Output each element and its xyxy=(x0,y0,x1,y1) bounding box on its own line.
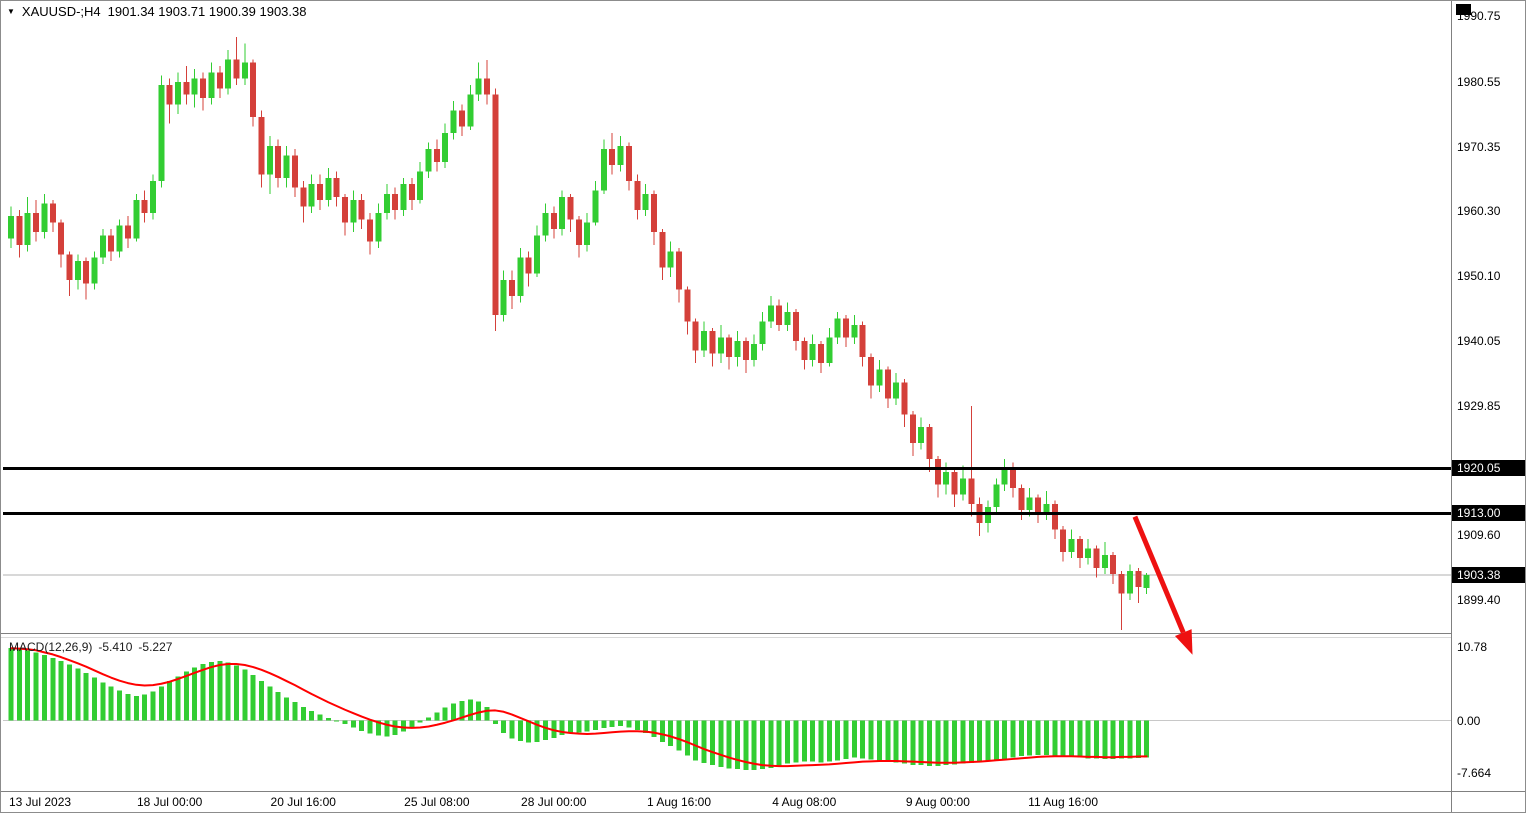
price-axis-label: 1909.60 xyxy=(1457,528,1501,543)
indicator-label: MACD(12,26,9) -5.410 -5.227 xyxy=(9,640,172,654)
scale-corner-marker xyxy=(1456,4,1471,15)
macd-axis-label: 10.78 xyxy=(1457,640,1488,655)
symbol-timeframe-label: XAUUSD-;H4 xyxy=(21,4,101,19)
price-axis-label: 1929.85 xyxy=(1457,398,1501,413)
price-axis-label: 1940.05 xyxy=(1457,333,1501,348)
indicator-value-signal: -5.227 xyxy=(138,640,173,654)
time-axis-label: 11 Aug 16:00 xyxy=(1028,795,1099,809)
time-axis-label: 13 Jul 2023 xyxy=(9,795,72,809)
price-line-tag: 1913.00 xyxy=(1452,505,1525,522)
time-axis-label: 18 Jul 00:00 xyxy=(136,795,203,809)
ohlc-readout: 1901.34 1903.71 1900.39 1903.38 xyxy=(107,4,307,19)
symbol-marker-icon: ▼ xyxy=(7,6,15,16)
time-axis-label: 9 Aug 00:00 xyxy=(905,795,970,809)
price-line-tag: 1903.38 xyxy=(1452,566,1525,583)
candles xyxy=(8,37,1150,630)
chart-title-overlay: ▼ XAUUSD-;H4 1901.34 1903.71 1900.39 190… xyxy=(7,4,306,19)
macd-axis-label: -7.664 xyxy=(1457,766,1492,781)
trend-arrow[interactable] xyxy=(1132,515,1193,655)
time-scale[interactable]: 13 Jul 2023 18 Jul 00:00 20 Jul 16:00 25 Ju… xyxy=(1,792,1451,812)
time-axis-label: 28 Jul 00:00 xyxy=(521,795,587,809)
macd-axis-label: 0.00 xyxy=(1457,713,1481,728)
price-axis-label: 1980.55 xyxy=(1457,74,1501,89)
price-line-tag: 1920.05 xyxy=(1452,460,1525,477)
price-axis-label: 1899.40 xyxy=(1457,593,1501,608)
price-axis-label: 1950.10 xyxy=(1457,269,1501,284)
time-axis-label: 20 Jul 16:00 xyxy=(270,795,336,809)
support-resistance-lines[interactable] xyxy=(3,466,1451,515)
price-scale[interactable]: 1990.75 1980.55 1970.35 1960.30 1950.10 1940.… xyxy=(1452,1,1525,791)
time-axis-label: 4 Aug 08:00 xyxy=(772,795,837,809)
indicator-value-main: -5.410 xyxy=(98,640,133,654)
macd-histogram xyxy=(8,648,1150,770)
time-axis-label: 25 Jul 08:00 xyxy=(404,795,470,809)
time-axis-label: 1 Aug 16:00 xyxy=(646,795,712,809)
macd-signal-line xyxy=(10,647,1148,768)
price-axis-label: 1970.35 xyxy=(1457,139,1501,154)
price-axis-label: 1960.30 xyxy=(1457,204,1501,219)
indicator-name: MACD(12,26,9) xyxy=(9,640,93,654)
